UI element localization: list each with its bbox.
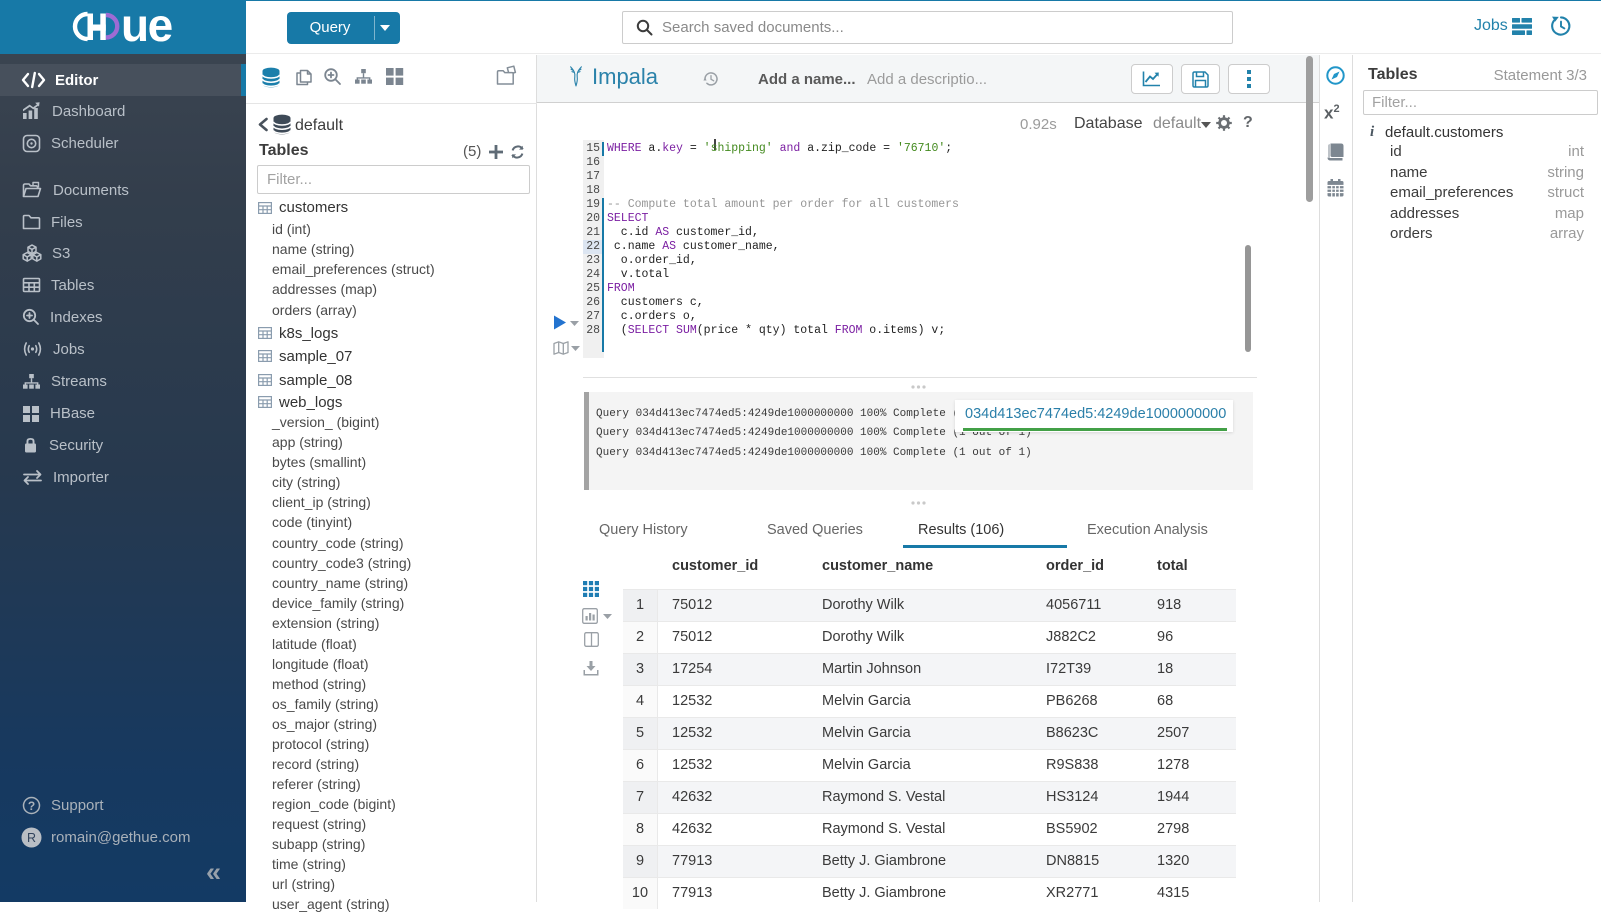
svg-text:?: ? — [28, 799, 35, 813]
svg-text:ue: ue — [121, 0, 173, 51]
svg-text:R: R — [27, 831, 36, 845]
